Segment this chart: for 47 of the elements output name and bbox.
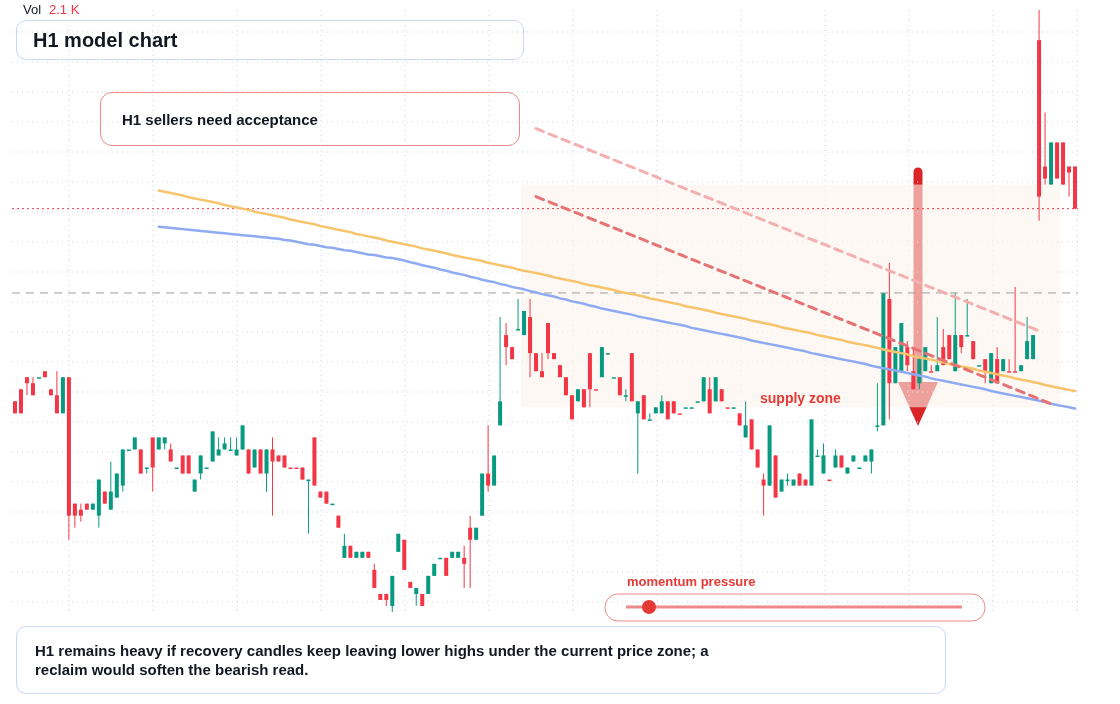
annotation: momentum pressure <box>627 574 756 589</box>
candlestick <box>755 448 760 469</box>
candlestick <box>468 515 473 589</box>
candlestick <box>983 358 988 384</box>
candlestick <box>875 382 880 432</box>
candlestick <box>635 400 640 475</box>
candlestick <box>270 436 275 517</box>
candlestick <box>959 334 964 354</box>
annotation: 2.1 K <box>49 2 80 18</box>
candlestick <box>761 473 766 517</box>
candlestick <box>1025 316 1030 360</box>
candlestick <box>540 352 545 378</box>
candlestick <box>186 454 191 475</box>
candlestick <box>198 454 203 481</box>
annotation: H1 sellers need acceptance <box>100 92 520 146</box>
candlestick <box>228 436 233 451</box>
candlestick <box>180 454 185 475</box>
candlestick <box>54 370 59 414</box>
candlestick <box>821 442 826 475</box>
candlestick <box>24 376 29 396</box>
candlestick <box>623 388 628 402</box>
candlestick <box>78 503 83 523</box>
candlestick <box>72 503 77 529</box>
candlestick <box>1013 286 1018 373</box>
band-label: supply zone <box>760 390 841 406</box>
candlestick <box>929 364 934 373</box>
candlestick <box>372 563 377 589</box>
candlestick <box>504 322 509 366</box>
candlestick <box>168 442 173 462</box>
candlestick <box>1007 358 1012 373</box>
candlestick <box>108 461 113 511</box>
candlestick <box>935 316 940 372</box>
text: H1 remains heavy if recovery candles keep leaving lower highs under the current price zone; a reclaim would soften the bearish read. <box>35 641 710 679</box>
candlestick <box>1067 166 1072 198</box>
candlestick <box>462 545 467 589</box>
candlestick <box>486 424 491 493</box>
candlestick <box>743 400 748 438</box>
annotation: Vol <box>23 2 42 18</box>
candlestick <box>833 448 838 469</box>
text: H1 model chart <box>16 20 524 60</box>
candlestick <box>342 533 347 559</box>
candlestick <box>965 298 970 337</box>
candlestick <box>647 412 652 421</box>
candlestick <box>1043 111 1048 186</box>
candlestick <box>516 298 521 331</box>
candlestick <box>252 448 257 469</box>
candlestick <box>869 448 874 475</box>
